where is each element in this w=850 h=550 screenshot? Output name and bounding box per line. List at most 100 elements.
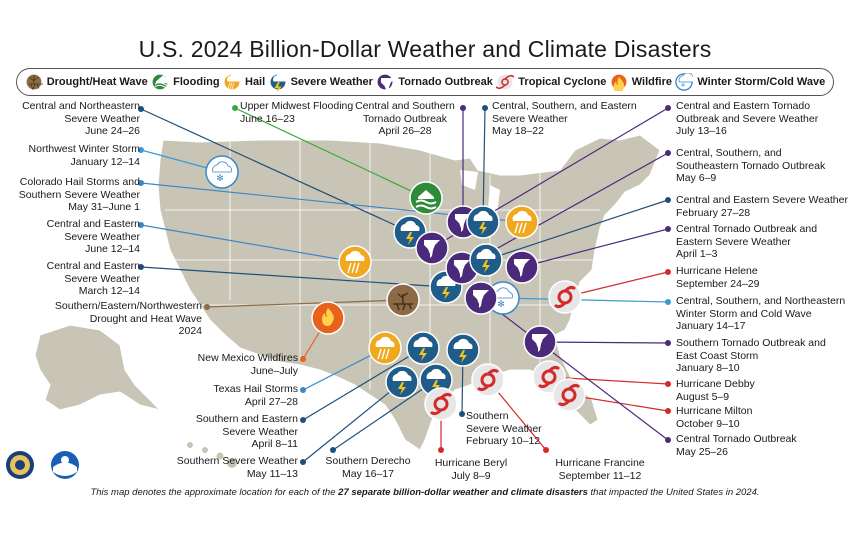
tropical-legend-glyph bbox=[496, 73, 515, 91]
legend-label: Wildfire bbox=[631, 76, 672, 88]
leader-dot bbox=[665, 150, 671, 156]
flood-icon bbox=[151, 73, 170, 91]
event-name: Central Tornado Outbreak and bbox=[676, 223, 818, 235]
leader-dot bbox=[138, 222, 144, 228]
event-date: June 12–14 bbox=[85, 243, 140, 255]
leader-dot bbox=[138, 180, 144, 186]
hail-legend-glyph bbox=[223, 73, 241, 91]
event-name: East Coast Storm bbox=[676, 349, 759, 362]
tropical-icon bbox=[471, 363, 505, 397]
event-label-e24: Southern Tornado Outbreak and East Coast … bbox=[676, 337, 841, 375]
event-label-e23: Central, Southern, and Northeastern Winte… bbox=[676, 295, 846, 333]
event-name: Severe Weather bbox=[466, 422, 542, 435]
event-name: Central, Southern, and Northeastern bbox=[676, 295, 846, 307]
event-label-e22: Hurricane Helene September 24–29 bbox=[676, 265, 841, 290]
leader-dot bbox=[330, 447, 336, 453]
alaska-shape bbox=[34, 324, 162, 411]
event-date: June 16–23 bbox=[240, 112, 295, 125]
leader-dot bbox=[665, 226, 671, 232]
event-date: May 16–17 bbox=[342, 467, 394, 480]
leader-dot bbox=[138, 264, 144, 270]
leader-line bbox=[140, 266, 447, 288]
footnote: This map denotes the approximate locatio… bbox=[0, 487, 850, 498]
event-name: Severe Weather bbox=[64, 112, 140, 125]
hawaii-shape bbox=[187, 442, 237, 468]
event-date: May 11–13 bbox=[246, 467, 298, 480]
event-name: Southern and Eastern bbox=[195, 413, 298, 425]
event-label-e16: Central and Southern Tornado Outbreak Apri… bbox=[350, 100, 460, 138]
leader-line bbox=[539, 341, 669, 344]
footnote-bold: 27 separate billion-dollar weather and c… bbox=[338, 487, 588, 498]
event-name: Southeastern Tornado Outbreak bbox=[676, 159, 826, 172]
tornado-icon bbox=[415, 231, 449, 265]
leader-dot bbox=[665, 105, 671, 111]
event-name: Hurricane Debby bbox=[676, 378, 755, 390]
leader-dot bbox=[204, 304, 210, 310]
event-label-e1: Central and Northeastern Severe Weather Ju… bbox=[10, 100, 140, 138]
svg-text:✻: ✻ bbox=[681, 83, 685, 89]
event-date: June–July bbox=[250, 364, 298, 377]
leader-dot bbox=[459, 411, 465, 417]
severe-icon bbox=[393, 215, 427, 249]
event-date: March 12–14 bbox=[78, 285, 140, 297]
event-name: Northwest Winter Storm bbox=[28, 143, 140, 155]
leader-dot bbox=[300, 459, 306, 465]
event-name: Eastern Severe Weather bbox=[676, 235, 791, 248]
great-lakes bbox=[460, 170, 478, 190]
leader-line bbox=[332, 379, 437, 451]
event-date: January 8–10 bbox=[676, 362, 740, 374]
legend-item-tornado: Tornado Outbreak bbox=[376, 73, 493, 91]
event-name: New Mexico Wildfires bbox=[197, 352, 298, 364]
leader-dot bbox=[300, 417, 306, 423]
leader-dot bbox=[460, 105, 466, 111]
winter-icon: ✻ bbox=[205, 155, 239, 189]
event-name: Texas Hail Storms bbox=[213, 383, 298, 395]
leader-line bbox=[548, 376, 669, 385]
leader-dot bbox=[482, 105, 488, 111]
leader-dot bbox=[438, 447, 444, 453]
severe-icon bbox=[268, 73, 287, 91]
severe-icon bbox=[446, 333, 480, 367]
hail-icon bbox=[368, 331, 402, 365]
hail-icon bbox=[338, 245, 372, 279]
event-date: June 24–26 bbox=[85, 125, 140, 137]
event-name: Central and Eastern Severe Weather bbox=[676, 194, 848, 206]
event-name: Central and Eastern bbox=[46, 260, 140, 272]
leader-dot bbox=[665, 197, 671, 203]
event-name: Southern bbox=[466, 410, 509, 422]
hail-icon bbox=[505, 205, 539, 239]
legend-label: Winter Storm/Cold Wave bbox=[697, 76, 826, 88]
event-name: Tornado Outbreak bbox=[362, 112, 448, 125]
event-date: April 1–3 bbox=[676, 248, 718, 260]
legend-label: Hail bbox=[245, 76, 266, 88]
severe-icon bbox=[385, 365, 419, 399]
event-date: April 26–28 bbox=[378, 125, 432, 137]
leader-dot bbox=[665, 437, 671, 443]
legend-label: Severe Weather bbox=[290, 76, 373, 88]
event-name: Central Tornado Outbreak bbox=[676, 433, 797, 445]
leader-line bbox=[564, 271, 669, 298]
event-label-e11: Southern Derecho May 16–17 bbox=[323, 455, 413, 480]
legend-label: Flooding bbox=[173, 76, 220, 88]
legend-label: Tornado Outbreak bbox=[398, 76, 493, 88]
event-date: 2024 bbox=[178, 325, 202, 337]
noaa-logo-icon bbox=[51, 451, 79, 479]
event-date: April 8–11 bbox=[251, 438, 298, 450]
legend-item-winter: ✻ Winter Storm/Cold Wave bbox=[675, 73, 825, 91]
event-name: Central and Eastern Tornado bbox=[676, 100, 811, 112]
event-label-e14: Hurricane Francine September 11–12 bbox=[540, 457, 660, 482]
leader-dot bbox=[665, 269, 671, 275]
leader-dot bbox=[665, 299, 671, 305]
legend-item-flood: Flooding bbox=[151, 73, 220, 91]
leader-line bbox=[482, 107, 486, 223]
leader-line bbox=[302, 347, 424, 421]
legend-item-wildfire: Wildfire bbox=[609, 73, 672, 91]
event-name: Southern Tornado Outbreak and bbox=[676, 337, 826, 349]
legend-item-severe: Severe Weather bbox=[268, 73, 373, 91]
event-name: Hurricane Beryl bbox=[434, 457, 508, 469]
event-name: Severe Weather bbox=[64, 230, 140, 243]
wildfire-icon bbox=[311, 301, 345, 335]
event-date: February 27–28 bbox=[676, 206, 751, 219]
event-date: July 8–9 bbox=[451, 469, 491, 482]
drought-icon bbox=[24, 73, 43, 91]
